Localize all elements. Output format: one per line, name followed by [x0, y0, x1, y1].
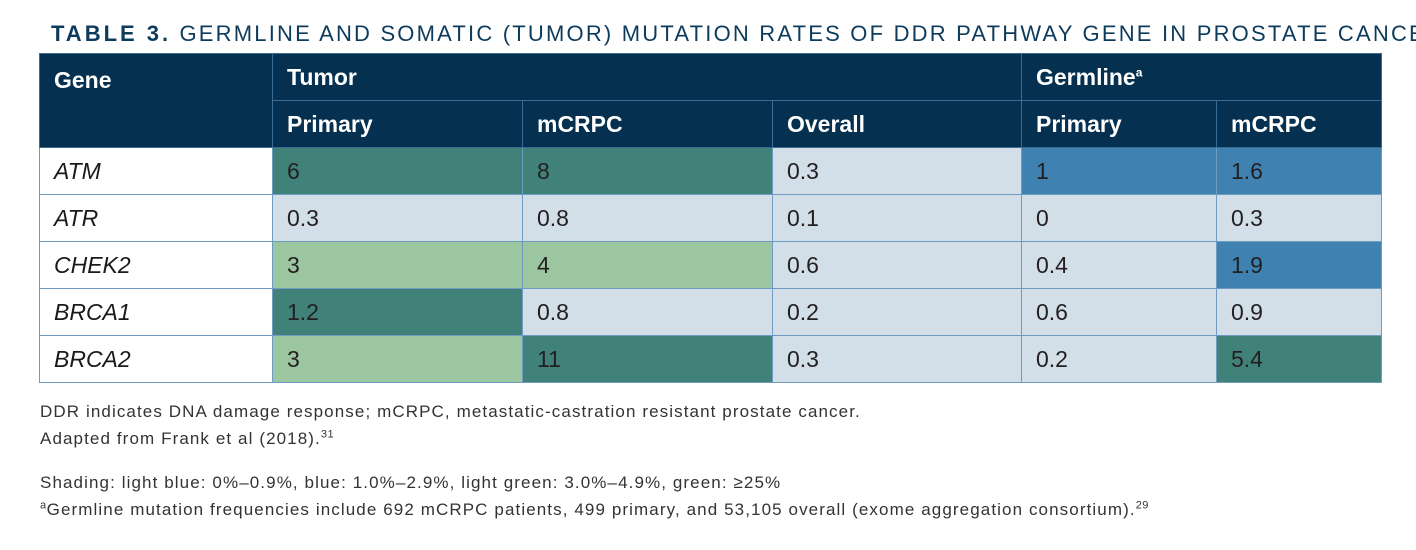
germline-label: Germline	[1036, 63, 1136, 90]
cell-germline-primary: 0.4	[1021, 241, 1217, 289]
germline-footnote-mark: a	[1135, 64, 1143, 79]
source-note-text: Adapted from Frank et al (2018).	[40, 429, 321, 448]
table-row: CHEK2 3 4 0.6 0.4 1.9	[39, 241, 1382, 289]
germline-footnote-text: Germline mutation frequencies include 69…	[46, 500, 1136, 519]
table-header: Gene Tumor Germlinea Primary mCRPC Overa…	[39, 53, 1382, 148]
table-title: TABLE 3. GERMLINE AND SOMATIC (TUMOR) MU…	[51, 21, 1416, 47]
cell-tumor-primary: 3	[272, 241, 523, 289]
gene-name-cell: CHEK2	[39, 241, 273, 289]
table-row: BRCA1 1.2 0.8 0.2 0.6 0.9	[39, 288, 1382, 336]
cell-germline-primary: 0	[1021, 194, 1217, 242]
cell-overall: 0.2	[772, 288, 1022, 336]
column-header-germline-mcrpc: mCRPC	[1216, 100, 1382, 148]
cell-germline-mcrpc: 1.6	[1216, 147, 1382, 195]
cell-germline-mcrpc: 1.9	[1216, 241, 1382, 289]
cell-tumor-primary: 6	[272, 147, 523, 195]
cell-germline-primary: 0.2	[1021, 335, 1217, 383]
column-header-germline: Germlinea	[1021, 53, 1382, 101]
germline-footnote: aGermline mutation frequencies include 6…	[40, 500, 1149, 520]
gene-name-cell: BRCA1	[39, 288, 273, 336]
cell-overall: 0.3	[772, 335, 1022, 383]
cell-germline-mcrpc: 0.3	[1216, 194, 1382, 242]
cell-overall: 0.1	[772, 194, 1022, 242]
shading-legend: Shading: light blue: 0%–0.9%, blue: 1.0%…	[40, 473, 782, 492]
cell-overall: 0.6	[772, 241, 1022, 289]
table-title-text: GERMLINE AND SOMATIC (TUMOR) MUTATION RA…	[179, 21, 1416, 46]
gene-name-cell: BRCA2	[39, 335, 273, 383]
germline-footnote-marker: a	[40, 499, 47, 512]
cell-tumor-mcrpc: 0.8	[522, 194, 773, 242]
table-number: TABLE 3.	[51, 21, 172, 46]
table-body: ATM 6 8 0.3 1 1.6 ATR 0.3 0.8 0.1 0 0.3 CHEK2 3 4 0.6 0.…	[39, 147, 1382, 383]
cell-tumor-mcrpc: 0.8	[522, 288, 773, 336]
column-header-tumor: Tumor	[272, 53, 1022, 101]
table-row: ATM 6 8 0.3 1 1.6	[39, 147, 1382, 195]
table-row: ATR 0.3 0.8 0.1 0 0.3	[39, 194, 1382, 242]
header-row-sub: Primary mCRPC Overall Primary mCRPC	[40, 100, 1382, 148]
cell-tumor-mcrpc: 4	[522, 241, 773, 289]
column-header-gene: Gene	[39, 53, 273, 148]
cell-germline-mcrpc: 5.4	[1216, 335, 1382, 383]
cell-germline-primary: 0.6	[1021, 288, 1217, 336]
cell-tumor-mcrpc: 8	[522, 147, 773, 195]
cell-germline-primary: 1	[1021, 147, 1217, 195]
gene-name-cell: ATR	[39, 194, 273, 242]
source-reference: 31	[320, 428, 335, 441]
column-header-germline-primary: Primary	[1021, 100, 1217, 148]
source-note: Adapted from Frank et al (2018).31	[40, 429, 334, 449]
mutation-rates-table: Gene Tumor Germlinea Primary mCRPC Overa…	[39, 53, 1382, 383]
cell-tumor-primary: 1.2	[272, 288, 523, 336]
cell-tumor-primary: 0.3	[272, 194, 523, 242]
column-header-tumor-primary: Primary	[272, 100, 523, 148]
cell-germline-mcrpc: 0.9	[1216, 288, 1382, 336]
cell-tumor-primary: 3	[272, 335, 523, 383]
cell-overall: 0.3	[772, 147, 1022, 195]
table-row: BRCA2 3 11 0.3 0.2 5.4	[39, 335, 1382, 383]
gene-name-cell: ATM	[39, 147, 273, 195]
abbreviation-note: DDR indicates DNA damage response; mCRPC…	[40, 402, 861, 421]
cell-tumor-mcrpc: 11	[522, 335, 773, 383]
germline-footnote-reference: 29	[1135, 499, 1149, 512]
header-row-top: Gene Tumor Germlinea	[39, 53, 1382, 148]
column-header-overall: Overall	[772, 100, 1022, 148]
column-header-tumor-mcrpc: mCRPC	[522, 100, 773, 148]
